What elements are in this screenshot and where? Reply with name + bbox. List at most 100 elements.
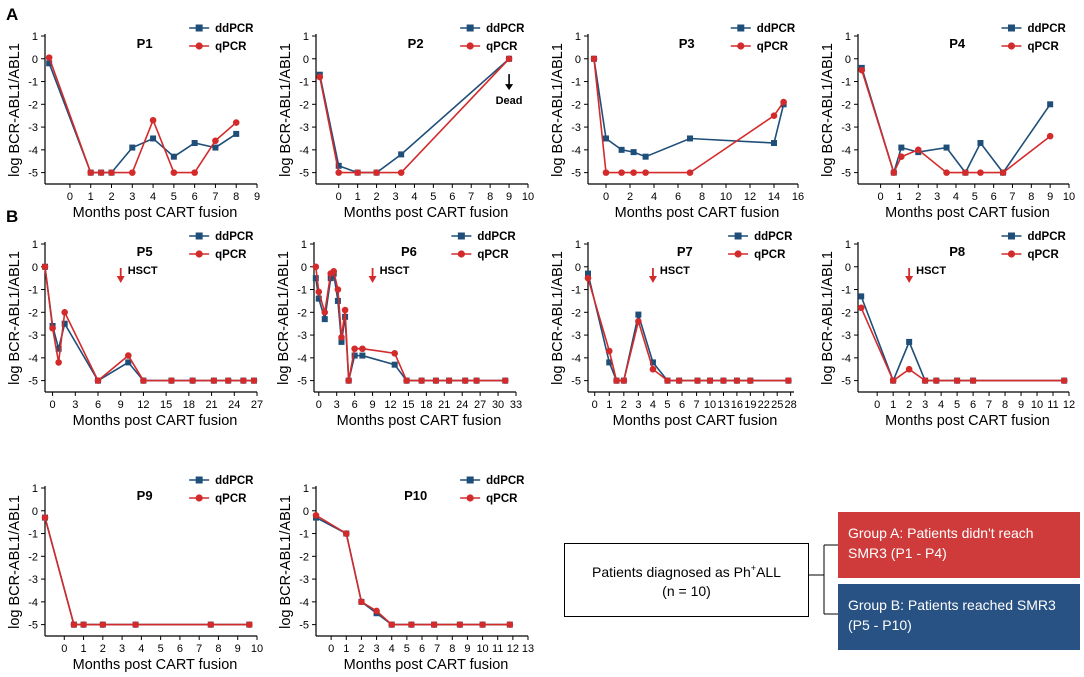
chart-title: P5 [137,244,153,259]
data-point-qpcr [128,169,136,176]
chart-panel-p5: 1 0 -1 -2 -3 -4 -5 0 3 6 9 12 15 18 21 24 27 Months post … [7,231,263,429]
x-tick-label: 0 [336,191,342,203]
x-tick-label: 2 [621,399,627,411]
x-tick-label: 0 [874,399,880,411]
x-tick-label: 1 [896,191,902,203]
x-tick-label: 0 [316,399,322,411]
data-point-ddpcr [233,130,240,137]
y-tick-label: 1 [303,31,309,43]
y-tick-label: -4 [571,353,581,365]
y-tick-label: -2 [28,307,38,319]
x-tick-label: 1 [355,191,361,203]
data-point-qpcr [969,377,977,384]
data-point-qpcr [898,153,905,160]
series-line-ddpcr [44,266,254,382]
y-tick-label: -4 [841,353,851,365]
data-point-qpcr [780,98,787,106]
data-point-qpcr [999,169,1007,176]
x-tick-label: 33 [510,399,522,411]
y-tick-label: 1 [32,239,38,251]
data-point-qpcr [87,169,95,176]
legend-marker-square [1007,232,1015,240]
hsct-arrow-head [905,276,914,283]
x-tick-label: 0 [603,191,609,203]
x-tick-label: 5 [972,191,978,203]
x-tick-label: 7 [434,643,440,655]
data-point-qpcr [962,169,969,176]
x-axis-title: Months post CART fusion [613,413,778,429]
x-axis-title: Months post CART fusion [73,657,238,673]
legend-marker-square [195,24,203,32]
x-tick-label: 13 [522,643,534,655]
x-tick-label: 3 [374,643,380,655]
data-point-qpcr [312,512,320,519]
x-tick-label: 6 [352,399,358,411]
hsct-label: HSCT [380,265,410,277]
data-point-qpcr [354,169,361,176]
section-label-a: A [6,5,18,24]
data-point-ddpcr [906,338,913,345]
x-tick-label: 1 [890,399,896,411]
legend-label: ddPCR [477,231,516,243]
x-tick-label: 16 [792,191,804,203]
x-axis-title: Months post CART fusion [73,413,238,429]
diagnosis-line-1: Patients diagnosed as Ph+ALL [592,563,781,580]
y-tick-label: -3 [299,574,309,586]
legend-label: ddPCR [215,231,254,243]
x-tick-label: 5 [430,191,436,203]
chart-panel-p7: 10-1-2-3-4-50 1 2 3 4 5 6 7 10 13 16 19 22 25 28Months… [550,231,797,429]
y-tick-label: -1 [299,77,309,89]
x-tick-label: 2 [108,191,114,203]
y-tick-label: -3 [571,330,581,342]
y-axis-title: log BCR-ABL1/ABL1 [7,495,23,629]
data-point-qpcr [207,621,215,628]
data-point-qpcr [312,263,320,271]
data-point-qpcr [649,365,657,373]
y-axis-title: log BCR-ABL1/ABL1 [550,251,566,385]
x-tick-label: 9 [370,399,376,411]
x-tick-label: 8 [1002,399,1008,411]
legend-label: ddPCR [215,475,254,487]
data-point-ddpcr [618,146,625,153]
x-tick-label: 7 [986,399,992,411]
y-tick-label: 0 [845,262,851,274]
data-point-ddpcr [315,295,322,302]
y-tick-label: -1 [841,285,851,297]
x-tick-label: 0 [328,643,334,655]
data-point-ddpcr [585,270,591,277]
x-tick-label: 1 [88,191,94,203]
data-point-qpcr [620,377,628,384]
x-tick-label: 4 [650,399,656,411]
data-point-ddpcr [335,162,342,169]
x-tick-label: 9 [235,643,241,655]
y-tick-label: -5 [841,168,851,180]
data-point-qpcr [914,146,922,154]
y-tick-label: 0 [845,54,851,66]
x-tick-label: 16 [731,399,743,411]
legend-marker-circle [457,250,465,258]
y-tick-label: 0 [303,506,309,518]
series-line-qpcr [587,277,789,382]
y-tick-label: -2 [841,99,851,111]
data-point-qpcr [889,377,897,384]
y-tick-label: -1 [299,529,309,541]
y-tick-label: -1 [841,77,851,89]
data-point-qpcr [342,530,350,537]
x-axis-title: Months post CART fusion [344,205,509,221]
x-tick-label: 1 [80,643,86,655]
x-tick-label: 2 [915,191,921,203]
y-tick-label: -2 [571,99,581,111]
data-point-qpcr [330,268,338,275]
y-tick-label: -1 [571,77,581,89]
data-point-qpcr [189,377,196,384]
x-tick-label: 1 [606,399,612,411]
data-point-qpcr [99,621,107,628]
x-tick-label: 14 [768,191,780,203]
x-axis-title: Months post CART fusion [344,657,509,673]
data-point-qpcr [590,55,598,63]
data-point-qpcr [388,621,396,628]
y-axis-title: log BCR-ABL1/ABL1 [820,43,836,177]
